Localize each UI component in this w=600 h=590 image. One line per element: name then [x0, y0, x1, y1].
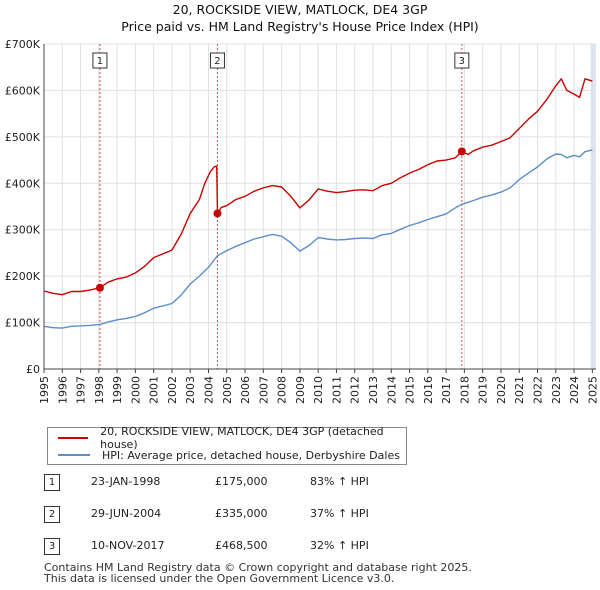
x-tick-label: 2025 — [586, 376, 599, 404]
x-tick-label: 2013 — [367, 376, 380, 404]
footer-note: Contains HM Land Registry data © Crown c… — [44, 562, 472, 584]
x-tick-label: 2005 — [221, 376, 234, 404]
x-tick-label: 2002 — [166, 376, 179, 404]
legend-item-price: 20, ROCKSIDE VIEW, MATLOCK, DE4 3GP (det… — [48, 425, 406, 451]
sale-hpi-change: 83% ↑ HPI — [310, 475, 369, 488]
sale-badge: 2 — [44, 506, 60, 523]
x-tick-label: 2003 — [184, 376, 197, 404]
x-tick-label: 2001 — [148, 376, 161, 404]
x-tick-label: 2022 — [532, 376, 545, 404]
legend-label-hpi: HPI: Average price, detached house, Derb… — [102, 448, 400, 462]
sale-marker-label: 1 — [97, 56, 103, 67]
x-tick-label: 2020 — [495, 376, 508, 404]
x-tick-label: 1997 — [75, 376, 88, 404]
x-tick-label: 2023 — [550, 376, 563, 404]
x-tick-label: 2000 — [129, 376, 142, 404]
sale-price: £335,000 — [215, 507, 268, 520]
sale-point — [457, 147, 466, 156]
y-tick-label: £200K — [5, 270, 41, 283]
x-tick-label: 2006 — [239, 376, 252, 404]
x-tick-label: 2008 — [276, 376, 289, 404]
sale-price: £175,000 — [215, 475, 268, 488]
x-tick-label: 2012 — [349, 376, 362, 404]
legend-item-hpi: HPI: Average price, detached house, Derb… — [48, 446, 400, 464]
y-tick-label: £400K — [5, 177, 41, 190]
sale-marker-label: 2 — [214, 56, 220, 67]
end-band — [590, 44, 596, 369]
x-tick-label: 1999 — [111, 376, 124, 404]
x-tick-label: 1996 — [56, 376, 69, 404]
x-tick-label: 2017 — [440, 376, 453, 404]
sale-badge: 3 — [44, 538, 60, 555]
x-tick-label: 2024 — [568, 376, 581, 404]
y-tick-label: £300K — [5, 224, 41, 237]
legend-swatch-hpi — [58, 454, 90, 456]
sale-point — [95, 283, 104, 292]
y-tick-label: £100K — [5, 317, 41, 330]
hpi-line — [43, 149, 593, 329]
sale-marker-box — [209, 52, 225, 69]
chart-title: 20, ROCKSIDE VIEW, MATLOCK, DE4 3GP — [172, 2, 428, 17]
price-paid-line — [43, 78, 593, 296]
legend-swatch-price — [58, 437, 89, 439]
x-tick-label: 2018 — [458, 376, 471, 404]
sale-badge: 1 — [44, 474, 60, 491]
x-tick-label: 2019 — [477, 376, 490, 404]
footer-line-2: This data is licensed under the Open Gov… — [44, 572, 395, 585]
sale-point — [213, 209, 222, 218]
sale-price: £468,500 — [215, 539, 268, 552]
x-tick-label: 2009 — [294, 376, 307, 404]
x-tick-label: 2004 — [203, 376, 216, 404]
sale-marker-box — [454, 52, 470, 69]
y-tick-label: £700K — [5, 38, 41, 51]
sale-date: 23-JAN-1998 — [91, 475, 161, 488]
x-tick-label: 1998 — [93, 376, 106, 404]
y-tick-label: £500K — [5, 131, 41, 144]
chart-legend: 20, ROCKSIDE VIEW, MATLOCK, DE4 3GP (det… — [47, 425, 407, 465]
x-tick-label: 2007 — [257, 376, 270, 404]
sale-hpi-change: 32% ↑ HPI — [310, 539, 369, 552]
x-tick-label: 2010 — [312, 376, 325, 404]
x-tick-label: 2015 — [404, 376, 417, 404]
chart-subtitle: Price paid vs. HM Land Registry's House … — [121, 19, 479, 34]
x-tick-label: 1995 — [38, 376, 51, 404]
price-chart: £0 £100K £200K £300K £400K £500K £600K £700K 199… — [5, 38, 600, 404]
sale-date: 29-JUN-2004 — [91, 507, 162, 520]
sale-date: 10-NOV-2017 — [91, 539, 165, 552]
sale-hpi-change: 37% ↑ HPI — [310, 507, 369, 520]
x-tick-label: 2011 — [330, 376, 343, 404]
legend-label-price: 20, ROCKSIDE VIEW, MATLOCK, DE4 3GP (det… — [100, 425, 384, 451]
x-tick-label: 2014 — [385, 376, 398, 404]
y-tick-label: £0 — [26, 363, 40, 376]
y-tick-label: £600K — [5, 84, 41, 97]
x-tick-label: 2016 — [422, 376, 435, 404]
plot-area — [44, 44, 596, 369]
sale-marker-box — [92, 52, 108, 69]
footer-line-1: Contains HM Land Registry data © Crown c… — [44, 561, 472, 574]
x-tick-label: 2021 — [513, 376, 526, 404]
sale-marker-label: 3 — [459, 56, 465, 67]
